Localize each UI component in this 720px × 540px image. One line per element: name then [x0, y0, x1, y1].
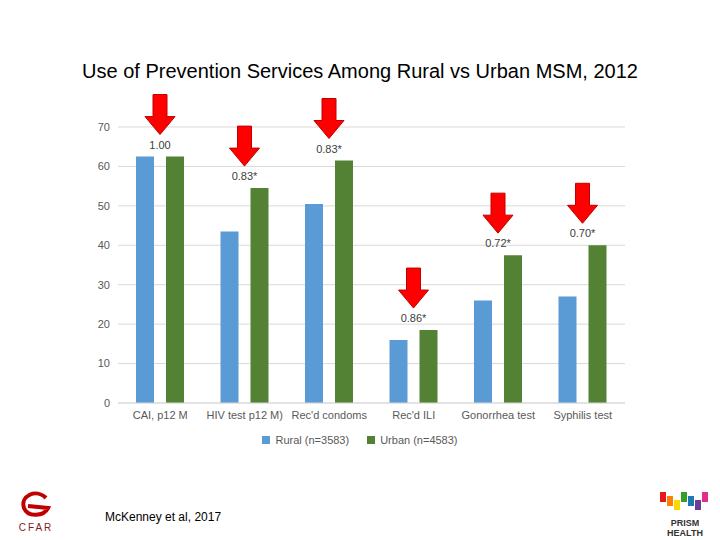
svg-text:0.83*: 0.83*	[316, 143, 342, 155]
html-text:Use of Prevention Services Amo: Use of Prevention Services Among Rural v…	[82, 60, 638, 82]
svg-text:Syphilis test: Syphilis test	[553, 409, 612, 421]
svg-text:50: 50	[98, 200, 110, 212]
svg-text:10: 10	[98, 357, 110, 369]
html-text:McKenney et al, 2017: McKenney et al, 2017	[105, 510, 222, 524]
svg-text:20: 20	[98, 318, 110, 330]
svg-text:0.83*: 0.83*	[232, 170, 258, 182]
svg-text:CAI, p12 M: CAI, p12 M	[133, 409, 188, 421]
svg-text:Rec'd ILI: Rec'd ILI	[392, 409, 435, 421]
svg-text:40: 40	[98, 239, 110, 251]
svg-text:Rec'd condoms: Rec'd condoms	[292, 409, 368, 421]
svg-text:0.70*: 0.70*	[570, 227, 596, 239]
html-text:CFAR: CFAR	[18, 522, 54, 533]
svg-text:0: 0	[104, 397, 110, 409]
html-text:Rural (n=3583): Rural (n=3583)	[275, 434, 350, 446]
html-text:PRISM HEALTH: PRISM HEALTH	[667, 518, 703, 538]
svg-text:60: 60	[98, 160, 110, 172]
svg-text:0.72*: 0.72*	[485, 237, 511, 249]
html-text:Urban (n=4583): Urban (n=4583)	[380, 434, 458, 446]
svg-text:70: 70	[98, 121, 110, 133]
svg-text:30: 30	[98, 279, 110, 291]
svg-text:0.86*: 0.86*	[401, 312, 427, 324]
svg-text:1.00: 1.00	[149, 139, 170, 151]
svg-text:Gonorrhea test: Gonorrhea test	[462, 409, 535, 421]
svg-text:HIV test p12 M): HIV test p12 M)	[207, 409, 283, 421]
